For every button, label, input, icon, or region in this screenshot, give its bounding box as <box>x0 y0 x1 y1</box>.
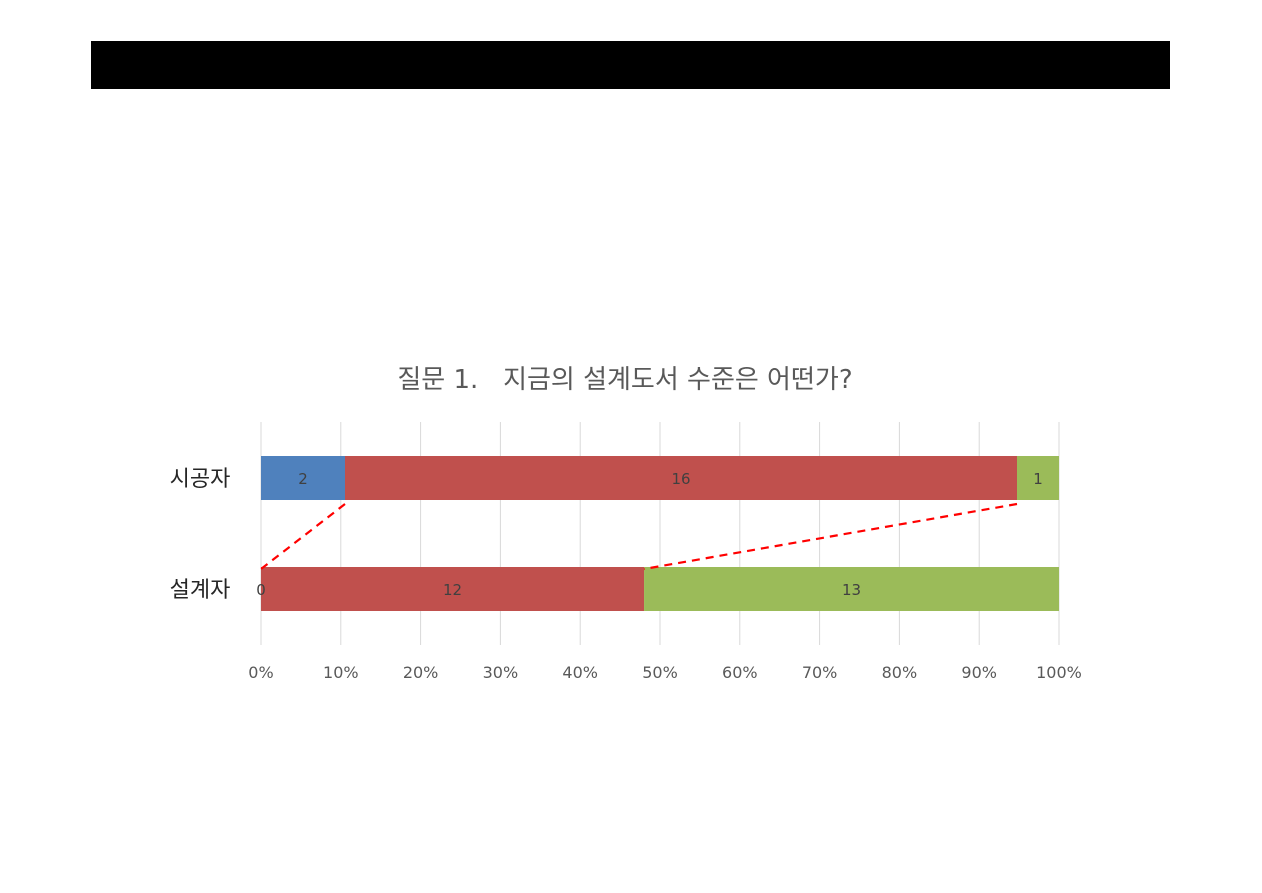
data-labels: 2 16 1 0 12 13 <box>256 470 1043 599</box>
x-tick-labels: 0% 10% 20% 30% 40% 50% 60% 70% 80% 90% 100% <box>248 663 1082 682</box>
bar-segment <box>644 567 1059 611</box>
x-tick-label: 60% <box>722 663 758 682</box>
x-tick-label: 70% <box>802 663 838 682</box>
x-tick-label: 30% <box>483 663 519 682</box>
x-tick-label: 40% <box>562 663 598 682</box>
bar-segment <box>261 456 345 500</box>
x-tick-label: 100% <box>1036 663 1082 682</box>
data-label: 16 <box>671 470 690 488</box>
x-tick-label: 20% <box>403 663 439 682</box>
data-label: 2 <box>298 470 308 488</box>
connector-line <box>643 502 1018 571</box>
data-label: 0 <box>256 581 266 599</box>
data-label: 1 <box>1033 470 1043 488</box>
x-tick-label: 10% <box>323 663 359 682</box>
bars <box>261 456 1059 611</box>
x-tick-label: 90% <box>961 663 997 682</box>
chart-title: 질문 1. 지금의 설계도서 수준은 어떤가? <box>397 365 852 395</box>
category-label: 설계자 <box>170 578 231 603</box>
bar-segment <box>261 567 645 611</box>
gridlines <box>260 422 1060 645</box>
category-label: 시공자 <box>170 467 231 492</box>
data-label: 12 <box>443 581 462 599</box>
x-tick-label: 50% <box>642 663 678 682</box>
bar-segment <box>1017 456 1059 500</box>
data-label: 13 <box>842 581 861 599</box>
x-tick-label: 0% <box>248 663 273 682</box>
connector-line <box>260 503 346 570</box>
connector-lines <box>260 502 1018 571</box>
header-bar <box>91 41 1170 89</box>
bar-segment <box>345 456 1017 500</box>
x-tick-label: 80% <box>882 663 918 682</box>
